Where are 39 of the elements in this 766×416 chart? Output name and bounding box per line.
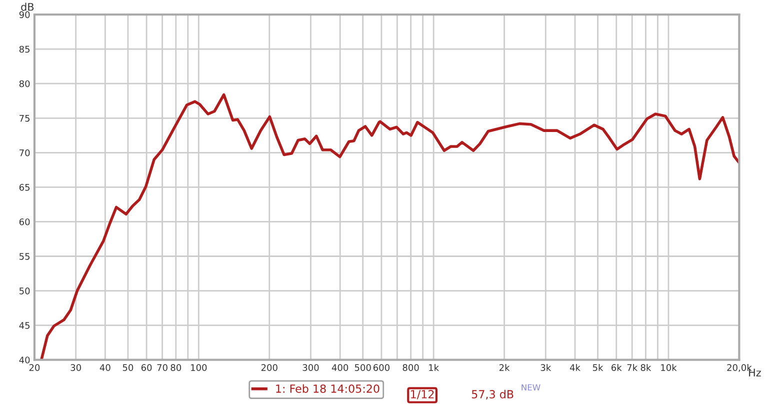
x-tick-label: 2k bbox=[499, 364, 510, 371]
y-tick-label: 70 bbox=[20, 149, 30, 156]
text: 57,3 dB bbox=[472, 390, 514, 400]
x-tick-label: 200 bbox=[261, 364, 278, 371]
x-tick-label: 40 bbox=[100, 364, 110, 371]
x-tick-label: 8k bbox=[640, 364, 652, 371]
y-axis-title: dB bbox=[21, 2, 34, 11]
text: 1/12 bbox=[411, 390, 434, 400]
y-tick-label: 50 bbox=[20, 288, 30, 294]
x-tick-label: 50 bbox=[122, 364, 134, 371]
y-tick-label: 60 bbox=[19, 218, 30, 226]
y-tick-label: 85 bbox=[19, 46, 30, 53]
y-tick-label: 45 bbox=[19, 322, 30, 329]
x-tick-label: 20 bbox=[29, 364, 40, 371]
x-tick-label: 1k bbox=[429, 364, 440, 371]
y-tick-label: 40 bbox=[19, 356, 30, 364]
y-tick-label: 90 bbox=[19, 11, 30, 18]
x-tick-label: 7k bbox=[627, 364, 638, 371]
x-tick-label: 30 bbox=[70, 364, 81, 371]
x-tick-label: 4k bbox=[570, 364, 580, 371]
x-tick-label: 70 bbox=[157, 364, 168, 371]
x-tick-label: 300 bbox=[302, 364, 319, 371]
x-tick-label: 3k bbox=[540, 364, 552, 371]
y-tick-label: 55 bbox=[20, 253, 30, 260]
x-tick-label: 400 bbox=[332, 364, 348, 371]
legend-label: 1: Feb 18 14:05:20 bbox=[276, 384, 380, 393]
x-tick-label: 10k bbox=[661, 364, 677, 371]
x-tick-label: 5k bbox=[592, 364, 604, 371]
x-tick-label: 600 bbox=[373, 364, 390, 371]
y-tick-label: 65 bbox=[19, 184, 30, 191]
x-tick-label: 100 bbox=[191, 364, 207, 371]
x-tick-label: 500 bbox=[354, 364, 371, 371]
x-tick-label: 60 bbox=[141, 364, 152, 371]
y-tick-label: 75 bbox=[20, 114, 30, 122]
x-tick-label: 6k bbox=[612, 364, 622, 371]
text: NEW bbox=[522, 384, 540, 390]
y-tick-label: 80 bbox=[19, 80, 30, 88]
x-tick-label: 80 bbox=[170, 364, 182, 371]
x-tick-label: 800 bbox=[402, 364, 419, 371]
